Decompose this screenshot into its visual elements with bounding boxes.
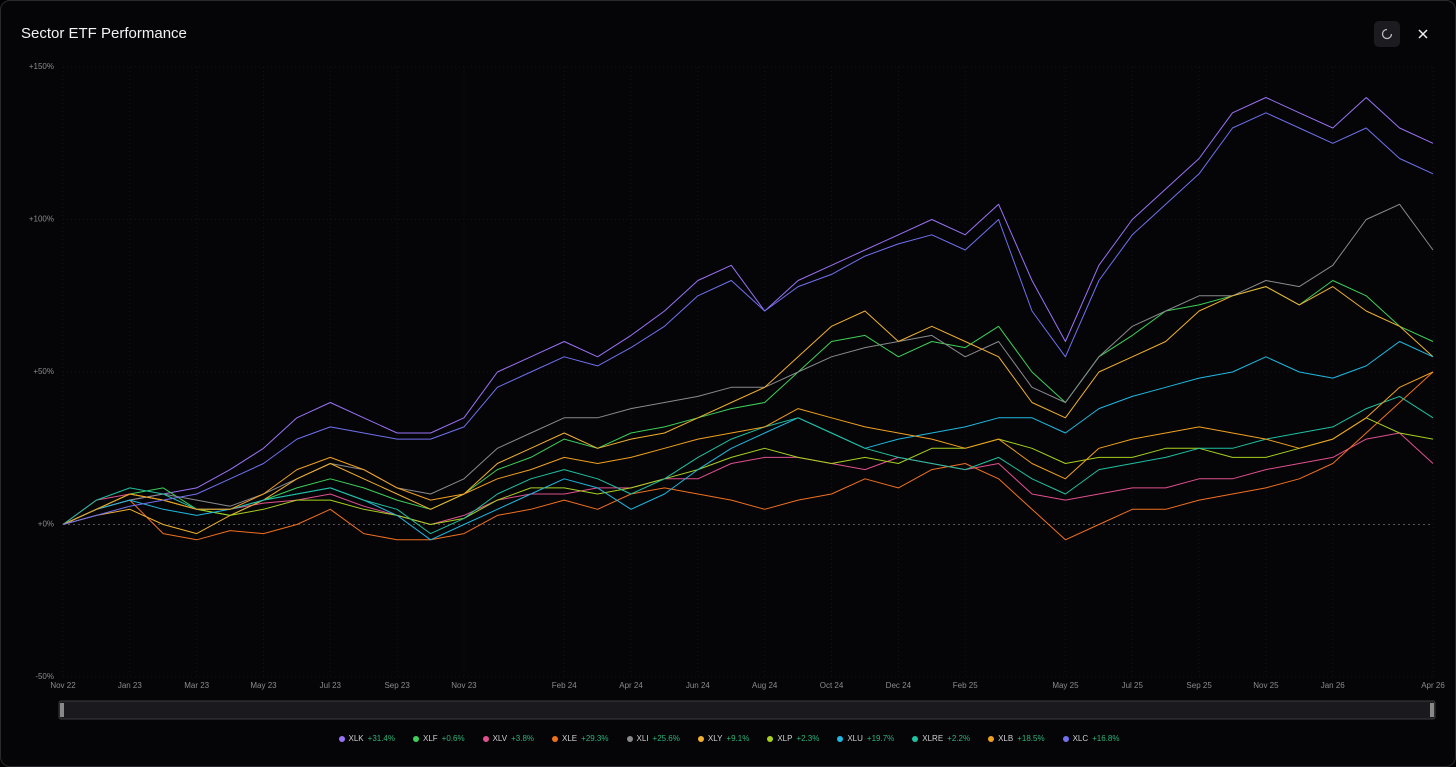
series-line bbox=[62, 371, 1434, 541]
close-icon bbox=[1418, 29, 1428, 39]
x-tick-label: Nov 23 bbox=[451, 681, 477, 690]
legend-item[interactable]: XLK +31.4% bbox=[338, 734, 395, 743]
x-tick-label: Nov 22 bbox=[50, 681, 76, 690]
legend-item[interactable]: XLP +2.3% bbox=[767, 734, 819, 743]
x-tick-label: Oct 24 bbox=[820, 681, 844, 690]
navigator[interactable] bbox=[58, 700, 1436, 720]
legend-item[interactable]: XLI +25.6% bbox=[626, 734, 680, 743]
legend-label: XLE bbox=[562, 734, 578, 743]
x-tick-label: May 25 bbox=[1052, 681, 1079, 690]
legend-label: XLI bbox=[636, 734, 649, 743]
legend-swatch bbox=[837, 735, 844, 742]
legend-item[interactable]: XLRE +2.2% bbox=[912, 734, 970, 743]
legend-swatch bbox=[626, 735, 633, 742]
legend-swatch bbox=[988, 735, 995, 742]
legend-item[interactable]: XLV +3.8% bbox=[482, 734, 535, 743]
x-tick-label: Aug 24 bbox=[752, 681, 778, 690]
legend-label: XLY bbox=[707, 734, 723, 743]
series-line bbox=[62, 371, 1434, 525]
legend-swatch bbox=[767, 735, 774, 742]
legend-label: XLK bbox=[348, 734, 364, 743]
legend-label: XLB bbox=[998, 734, 1014, 743]
x-tick-label: Dec 24 bbox=[886, 681, 912, 690]
legend-change: +29.3% bbox=[581, 734, 609, 743]
legend-change: +2.3% bbox=[796, 734, 820, 743]
legend-swatch bbox=[552, 735, 559, 742]
legend-label: XLV bbox=[492, 734, 508, 743]
legend-change: +2.2% bbox=[947, 734, 971, 743]
legend: XLK +31.4% XLF +0.6% XLV +3.8% XLE +29.3% XLI +25… bbox=[1, 734, 1455, 743]
series-line bbox=[62, 112, 1434, 525]
refresh-button[interactable] bbox=[1374, 21, 1400, 47]
series-line bbox=[62, 417, 1434, 525]
series-line bbox=[62, 341, 1434, 541]
legend-change: +3.8% bbox=[511, 734, 535, 743]
y-tick-label: +0% bbox=[38, 520, 54, 529]
y-tick-label: -50% bbox=[35, 672, 54, 681]
legend-item[interactable]: XLB +18.5% bbox=[988, 734, 1045, 743]
x-tick-label: May 23 bbox=[250, 681, 277, 690]
chart-title: Sector ETF Performance bbox=[21, 25, 187, 42]
x-tick-label: Nov 25 bbox=[1253, 681, 1279, 690]
x-tick-label: Jul 25 bbox=[1122, 681, 1144, 690]
legend-swatch bbox=[413, 735, 419, 742]
chart: +150% +100% +50% +0% -50%Nov 22 Jan 23 Mar 23 M… bbox=[29, 62, 1445, 720]
legend-item[interactable]: XLU +19.7% bbox=[837, 734, 894, 743]
series-line bbox=[62, 280, 1434, 525]
close-button[interactable] bbox=[1410, 21, 1436, 47]
navigator-handle[interactable] bbox=[60, 703, 64, 717]
legend-swatch bbox=[1062, 735, 1069, 742]
x-tick-label: Mar 23 bbox=[184, 681, 209, 690]
legend-label: XLF bbox=[423, 734, 438, 743]
x-tick-label: Jan 23 bbox=[118, 681, 143, 690]
x-tick-label: Jun 24 bbox=[686, 681, 711, 690]
legend-item[interactable]: XLY +9.1% bbox=[697, 734, 750, 743]
legend-label: XLP bbox=[777, 734, 793, 743]
legend-item[interactable]: XLC +16.8% bbox=[1062, 734, 1120, 743]
legend-swatch bbox=[338, 735, 345, 742]
legend-item[interactable]: XLE +29.3% bbox=[552, 734, 609, 743]
series-line bbox=[62, 432, 1434, 525]
y-tick-label: +100% bbox=[29, 215, 54, 224]
series-line bbox=[62, 203, 1434, 525]
series-line bbox=[62, 97, 1434, 525]
x-tick-label: Sep 25 bbox=[1186, 681, 1212, 690]
series-line bbox=[62, 395, 1434, 535]
legend-label: XLRE bbox=[922, 734, 944, 743]
x-tick-label: Apr 24 bbox=[619, 681, 643, 690]
legend-swatch bbox=[697, 735, 704, 742]
legend-change: +9.1% bbox=[726, 734, 750, 743]
x-tick-label: Sep 23 bbox=[384, 681, 410, 690]
x-tick-label: Apr 26 bbox=[1421, 681, 1445, 690]
x-tick-label: Feb 25 bbox=[953, 681, 978, 690]
legend-change: +16.8% bbox=[1092, 734, 1120, 743]
x-tick-label: Jul 23 bbox=[320, 681, 342, 690]
legend-change: +25.6% bbox=[652, 734, 680, 743]
legend-label: XLU bbox=[847, 734, 863, 743]
legend-change: +31.4% bbox=[367, 734, 395, 743]
legend-swatch bbox=[912, 735, 919, 742]
legend-label: XLC bbox=[1072, 734, 1089, 743]
legend-swatch bbox=[482, 735, 489, 742]
navigator-handle[interactable] bbox=[1430, 703, 1434, 717]
y-tick-label: +150% bbox=[29, 62, 54, 71]
series-line bbox=[62, 286, 1434, 535]
refresh-icon bbox=[1381, 28, 1393, 40]
legend-change: +0.6% bbox=[441, 734, 465, 743]
x-tick-label: Jan 26 bbox=[1321, 681, 1346, 690]
legend-change: +18.5% bbox=[1017, 734, 1045, 743]
legend-change: +19.7% bbox=[866, 734, 895, 743]
y-tick-label: +50% bbox=[33, 367, 54, 376]
legend-item[interactable]: XLF +0.6% bbox=[413, 734, 465, 743]
x-tick-label: Feb 24 bbox=[552, 681, 577, 690]
